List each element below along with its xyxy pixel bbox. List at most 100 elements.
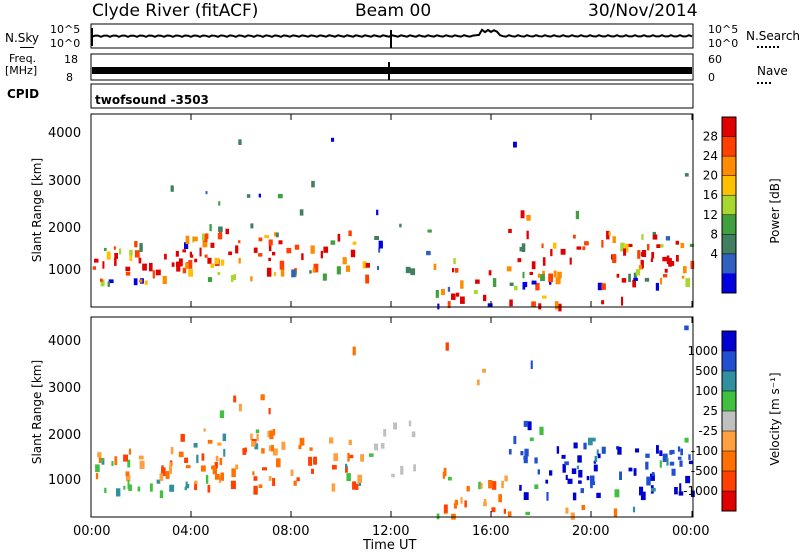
data-cell (308, 456, 313, 466)
data-cell (433, 263, 437, 270)
data-cell (620, 242, 625, 252)
data-cell (269, 430, 274, 440)
data-cell (650, 473, 655, 481)
data-cell (329, 437, 334, 444)
data-cell (690, 260, 695, 269)
power-colorbar-swatch (722, 136, 736, 157)
data-cell (94, 258, 99, 263)
velocity-colorbar-tick-label: 100 (695, 384, 718, 398)
data-cell (480, 482, 483, 489)
velocity-colorbar-tick-label: -100 (691, 444, 718, 458)
data-cell (373, 443, 379, 451)
data-cell (684, 437, 689, 443)
data-cell (182, 249, 186, 253)
date-title: 30/Nov/2014 (588, 1, 698, 21)
data-cell (217, 232, 223, 240)
data-cell (260, 394, 265, 401)
data-cell (491, 507, 496, 513)
data-cell (156, 479, 161, 484)
data-cell (107, 281, 110, 287)
data-cell (138, 455, 144, 460)
data-cell (641, 260, 644, 269)
data-cell (685, 475, 691, 484)
data-cell (628, 273, 631, 283)
data-cell (272, 448, 278, 456)
data-cell (530, 360, 533, 369)
data-cell (393, 422, 397, 430)
data-cell (444, 504, 448, 513)
data-cell (251, 439, 257, 443)
data-cell (633, 277, 638, 281)
data-cell (253, 247, 258, 253)
data-cell (671, 468, 676, 476)
data-cell (258, 484, 263, 488)
data-cell (137, 486, 141, 492)
data-cell (628, 243, 633, 247)
data-cell (638, 265, 643, 270)
data-cell (336, 266, 341, 275)
data-cell (231, 468, 236, 478)
data-cell (466, 485, 470, 492)
data-cell (621, 278, 627, 283)
cpid-frame (90, 83, 694, 109)
data-cell (612, 254, 617, 263)
data-cell (268, 239, 273, 246)
data-cell (451, 293, 456, 300)
data-cell (378, 240, 383, 249)
data-cell (114, 258, 117, 266)
data-cell (555, 277, 561, 285)
data-cell (100, 458, 104, 462)
data-cell (312, 268, 316, 273)
data-cell (659, 277, 663, 285)
data-cell (332, 464, 337, 470)
data-cell (194, 258, 198, 263)
data-cell (193, 443, 198, 448)
data-cell (554, 301, 559, 310)
data-cell (134, 250, 140, 258)
data-cell (113, 246, 116, 250)
data-cell (204, 233, 209, 239)
data-cell (624, 243, 629, 253)
data-cell (608, 231, 611, 236)
data-cell (175, 250, 179, 257)
data-cell (337, 233, 341, 242)
data-cell (580, 488, 584, 494)
data-cell (464, 500, 467, 508)
data-cell (570, 512, 575, 520)
velocity-colorbar-swatch (722, 331, 736, 352)
data-cell (553, 270, 557, 278)
data-cell (689, 243, 694, 247)
data-cell (583, 442, 587, 450)
data-cell (440, 288, 445, 296)
data-cell (640, 252, 644, 257)
data-cell (268, 408, 271, 415)
data-cell (508, 228, 512, 233)
data-cell (656, 244, 661, 248)
data-cell (655, 282, 659, 291)
data-cell (207, 277, 213, 282)
data-cell (238, 240, 241, 244)
data-cell (539, 426, 544, 436)
data-cell (233, 274, 236, 280)
velocity-ytick-4000: 4000 (48, 334, 82, 349)
data-cell (582, 246, 586, 251)
data-cell (125, 271, 131, 276)
data-cell (235, 245, 239, 254)
data-cell (123, 454, 128, 462)
data-cell (346, 473, 351, 482)
data-cell (677, 456, 682, 460)
data-cell (168, 465, 172, 475)
data-cell (212, 465, 217, 475)
data-cell (567, 478, 573, 484)
data-cell (685, 278, 691, 287)
data-cell (100, 279, 105, 287)
velocity-colorbar-swatch (722, 391, 736, 412)
data-cell (535, 282, 540, 291)
data-cell (645, 461, 649, 470)
data-cell (405, 266, 411, 274)
data-cell (391, 473, 395, 478)
data-cell (278, 240, 283, 245)
velocity-colorbar-label: Velocity [m s⁻¹] (768, 372, 782, 466)
data-cell (632, 506, 636, 513)
velocity-colorbar-tick-label: 25 (703, 404, 718, 418)
